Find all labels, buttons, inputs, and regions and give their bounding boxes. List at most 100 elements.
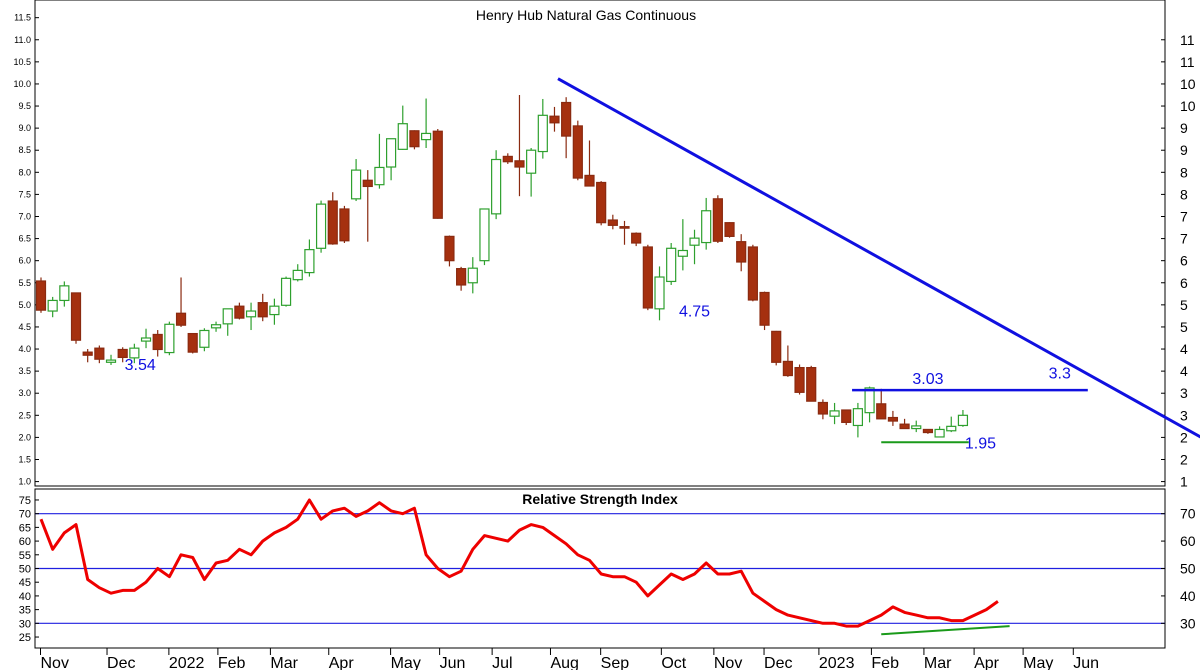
- up-candle: [315, 200, 327, 253]
- price-left-tick-label: 9.0: [18, 123, 31, 133]
- price-right-tick-label: 3: [1180, 385, 1188, 401]
- down-candle: [94, 345, 105, 364]
- rsi-left-tick-label: 45: [19, 577, 31, 589]
- candle-body: [386, 138, 397, 168]
- down-candle: [642, 244, 653, 311]
- candle-body: [689, 237, 700, 246]
- price-pane: Henry Hub Natural Gas Continuous 1.0 1.5 2…: [13, 0, 1200, 490]
- price-left-tick-label: 2.5: [18, 410, 31, 420]
- time-axis-label: 2023: [819, 655, 855, 670]
- candle-body: [759, 291, 770, 326]
- price-right-axis: 1 2 2 3 3 4 4 5 5 6 6 7 7 8 8 9 9 10 10 11 11: [1161, 32, 1196, 490]
- price-left-tick-label: 3.0: [18, 388, 31, 398]
- time-axis-label: Feb: [871, 655, 899, 670]
- candle-body: [934, 428, 945, 438]
- time-axis: Nov Dec 2022 Feb Mar Apr May Jun Jul Aug Sep Oct Nov…: [35, 647, 1165, 670]
- rsi-right-tick-label: 40: [1180, 588, 1196, 604]
- candle-body: [514, 160, 525, 168]
- price-right-tick-label: 10: [1180, 76, 1196, 92]
- candle-body: [432, 130, 443, 219]
- down-candle: [887, 410, 899, 426]
- price-right-tick-label: 10: [1180, 98, 1196, 114]
- price-annotations: 3.54 4.75 3.03 1.95 3.3: [125, 303, 1071, 452]
- price-right-tick-label: 4: [1180, 341, 1188, 357]
- rsi-left-tick-label: 55: [19, 550, 31, 562]
- candle-body: [59, 285, 70, 302]
- time-axis-label: Aug: [550, 655, 578, 670]
- candle-body: [677, 249, 688, 257]
- down-candle: [327, 192, 338, 245]
- down-candle: [409, 130, 420, 150]
- price-right-tick-label: 2: [1180, 429, 1188, 445]
- descending-trendline: [557, 77, 1200, 439]
- candle-body: [654, 276, 665, 310]
- up-candle: [280, 276, 292, 307]
- price-left-tick-label: 10.5: [13, 57, 31, 67]
- up-candle: [934, 426, 945, 438]
- candle-body: [456, 268, 467, 286]
- time-axis-label: May: [391, 655, 421, 670]
- down-candle: [736, 234, 747, 272]
- up-candle: [164, 321, 175, 356]
- rsi-left-tick-label: 25: [19, 632, 31, 644]
- down-candle: [549, 106, 560, 132]
- up-candle: [269, 298, 280, 325]
- up-candle: [199, 328, 210, 352]
- candle-body: [747, 246, 758, 301]
- candle-body: [736, 241, 747, 263]
- candle-body: [47, 299, 58, 312]
- up-candle: [105, 354, 117, 365]
- price-right-tick-label: 6: [1180, 275, 1188, 291]
- down-candle: [817, 399, 828, 420]
- price-right-tick-label: 9: [1180, 120, 1188, 136]
- price-left-axis: 1.0 1.5 2.0 2.5 3.0 3.5 4.0 4.5 5.0 5.5 6.0 6.5 7.0 7…: [13, 13, 39, 487]
- candle-body: [502, 155, 513, 163]
- candle-body: [771, 330, 782, 363]
- rsi-left-tick-label: 40: [19, 591, 31, 603]
- down-candle: [117, 347, 128, 363]
- up-candle: [304, 239, 315, 277]
- candle-body: [234, 305, 245, 319]
- rsi-right-axis: 30 40 50 60 70: [1161, 506, 1196, 631]
- rsi-left-tick-label: 35: [19, 605, 31, 617]
- rsi-right-tick-label: 70: [1180, 506, 1196, 522]
- down-candle: [175, 277, 187, 327]
- candle-body: [327, 200, 338, 245]
- rsi-reference-lines: [35, 513, 1165, 624]
- down-candle: [841, 409, 852, 426]
- candle-body: [257, 302, 268, 318]
- down-candle: [759, 291, 770, 331]
- rsi-divergence-line: [881, 625, 1010, 636]
- candle-body: [899, 423, 910, 430]
- price-chart-title: Henry Hub Natural Gas Continuous: [476, 7, 696, 23]
- down-candle: [794, 364, 805, 395]
- time-axis-label: Nov: [41, 655, 69, 670]
- rsi-right-tick-label: 60: [1180, 533, 1196, 549]
- time-axis-label: Apr: [974, 655, 1000, 670]
- price-annotation-label: 3.03: [912, 371, 943, 388]
- candle-body: [806, 366, 817, 402]
- price-annotation-label: 1.95: [965, 435, 996, 452]
- candle-body: [199, 329, 210, 348]
- rsi-left-tick-label: 60: [19, 536, 31, 548]
- candle-body: [841, 409, 852, 423]
- price-right-tick-label: 9: [1180, 142, 1188, 158]
- down-candle: [712, 195, 723, 243]
- candle-body: [82, 351, 93, 356]
- candle-body: [561, 101, 572, 137]
- candle-body: [409, 130, 420, 148]
- candle-body: [374, 166, 385, 186]
- price-left-tick-label: 3.5: [18, 366, 31, 376]
- price-left-tick-label: 1.5: [18, 454, 31, 464]
- down-candle: [432, 129, 443, 219]
- candle-body: [269, 305, 280, 316]
- candle-body: [164, 323, 175, 354]
- down-candle: [234, 302, 245, 320]
- down-candle: [561, 97, 572, 159]
- candle-body: [584, 174, 595, 187]
- candle-body: [946, 425, 957, 432]
- price-right-tick-label: 7: [1180, 208, 1188, 224]
- down-candle: [596, 181, 607, 226]
- candle-body: [712, 198, 723, 242]
